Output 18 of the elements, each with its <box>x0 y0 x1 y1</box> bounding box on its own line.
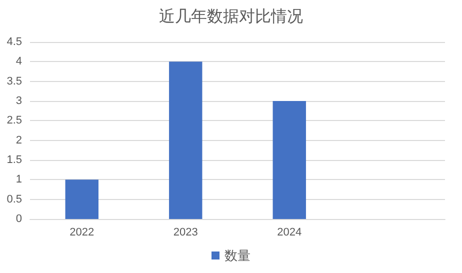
x-tick-label: 2023 <box>173 226 198 238</box>
y-tick-label: 4 <box>16 56 22 68</box>
x-tick-label: 2022 <box>70 226 94 238</box>
y-tick-label: 2 <box>16 134 22 146</box>
y-tick-label: 0 <box>16 213 22 225</box>
y-tick-label: 2.5 <box>6 114 22 127</box>
y-tick-label: 1 <box>16 174 22 186</box>
x-tick-label: 2024 <box>277 226 302 238</box>
y-tick-label: 0.5 <box>6 193 22 206</box>
bar <box>65 180 98 219</box>
bar <box>272 101 306 219</box>
bar <box>169 62 202 219</box>
y-tick-label: 3 <box>16 95 22 107</box>
y-tick-label: 3.5 <box>6 75 22 88</box>
y-tick-label: 4.5 <box>6 36 22 48</box>
chart-title: 近几年数据对比情况 <box>159 8 303 26</box>
legend-label: 数量 <box>224 248 250 263</box>
y-tick-label: 1.5 <box>6 154 22 166</box>
